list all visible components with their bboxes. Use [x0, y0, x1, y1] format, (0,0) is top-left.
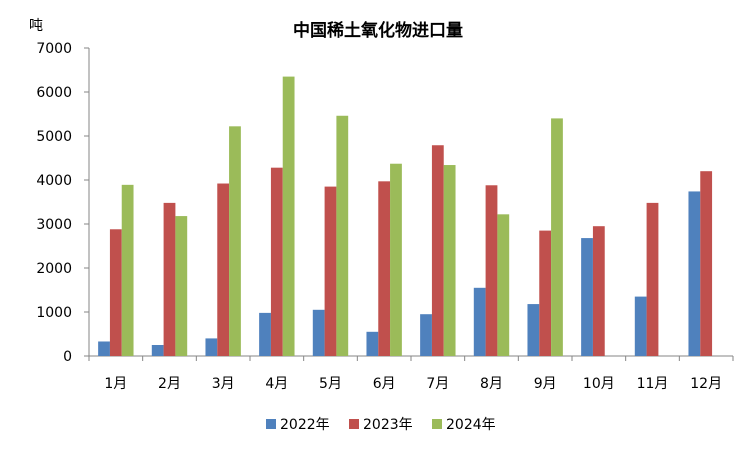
bar-2-10 — [592, 226, 605, 356]
bar-2-12 — [700, 171, 713, 356]
bar-1-3 — [205, 338, 218, 356]
y-tick-label: 4000 — [36, 173, 72, 189]
bar-3-1 — [121, 184, 134, 356]
x-tick-label: 4月 — [265, 376, 288, 392]
y-tick-labels: 0 1000 2000 3000 4000 5000 6000 7000 — [36, 41, 72, 365]
bars — [98, 76, 713, 357]
x-tick-label: 9月 — [534, 376, 557, 392]
y-tick-label: 3000 — [36, 217, 72, 233]
bar-1-6 — [366, 331, 379, 356]
y-tick-label: 1000 — [36, 305, 72, 321]
y-tick-label: 0 — [63, 349, 72, 365]
legend-label: 2024年 — [446, 417, 496, 433]
x-tick-label: 8月 — [480, 376, 503, 392]
bar-1-1 — [98, 341, 110, 356]
y-tick-label: 6000 — [36, 85, 72, 101]
bar-1-10 — [581, 238, 593, 356]
bar-1-9 — [527, 304, 540, 356]
x-tick-label: 1月 — [104, 376, 127, 392]
y-tick-label: 7000 — [36, 41, 72, 57]
x-tick-label: 7月 — [426, 376, 449, 392]
x-tick-label: 5月 — [319, 376, 342, 392]
bar-2-3 — [217, 183, 230, 356]
bar-3-4 — [282, 76, 295, 356]
bar-3-9 — [551, 118, 563, 357]
chart-title: 中国稀土氧化物进口量 — [293, 20, 463, 41]
x-tick-label: 11月 — [637, 376, 669, 392]
bar-3-5 — [336, 115, 349, 356]
y-tick-label: 5000 — [36, 129, 72, 145]
bar-1-8 — [473, 287, 486, 356]
y-tick-label: 2000 — [36, 261, 72, 277]
bar-1-12 — [688, 191, 701, 356]
bar-1-7 — [420, 314, 432, 356]
x-tick-label: 3月 — [212, 376, 235, 392]
legend-swatch — [349, 419, 359, 429]
bar-1-4 — [259, 312, 271, 356]
legend: 2022年 2023年 2024年 — [266, 417, 496, 433]
bar-2-11 — [646, 202, 659, 356]
bar-2-2 — [163, 202, 176, 356]
axes — [84, 47, 734, 361]
bar-2-1 — [109, 229, 122, 356]
x-tick-label: 12月 — [690, 376, 722, 392]
x-tick-label: 10月 — [583, 376, 615, 392]
bar-2-8 — [485, 185, 498, 356]
legend-label: 2022年 — [280, 417, 330, 433]
bar-3-2 — [175, 216, 188, 356]
bar-1-11 — [634, 296, 647, 356]
bar-2-4 — [270, 167, 283, 356]
x-tick-label: 6月 — [373, 376, 396, 392]
bar-1-2 — [151, 345, 164, 356]
legend-label: 2023年 — [363, 417, 413, 433]
x-tick-labels: 1月 2月 3月 4月 5月 6月 7月 8月 9月 10月 11月 12月 — [104, 376, 722, 392]
bar-3-3 — [229, 126, 241, 356]
legend-swatch — [266, 419, 276, 429]
bar-2-7 — [431, 145, 444, 356]
bar-3-7 — [443, 165, 456, 356]
bar-2-9 — [539, 230, 552, 356]
y-axis-unit-label: 吨 — [29, 18, 43, 34]
x-tick-label: 2月 — [158, 376, 181, 392]
bar-3-6 — [390, 163, 402, 356]
bar-3-8 — [497, 214, 510, 356]
legend-swatch — [432, 419, 442, 429]
bar-2-5 — [324, 186, 337, 356]
bar-2-6 — [378, 181, 391, 356]
bar-1-5 — [312, 309, 325, 356]
